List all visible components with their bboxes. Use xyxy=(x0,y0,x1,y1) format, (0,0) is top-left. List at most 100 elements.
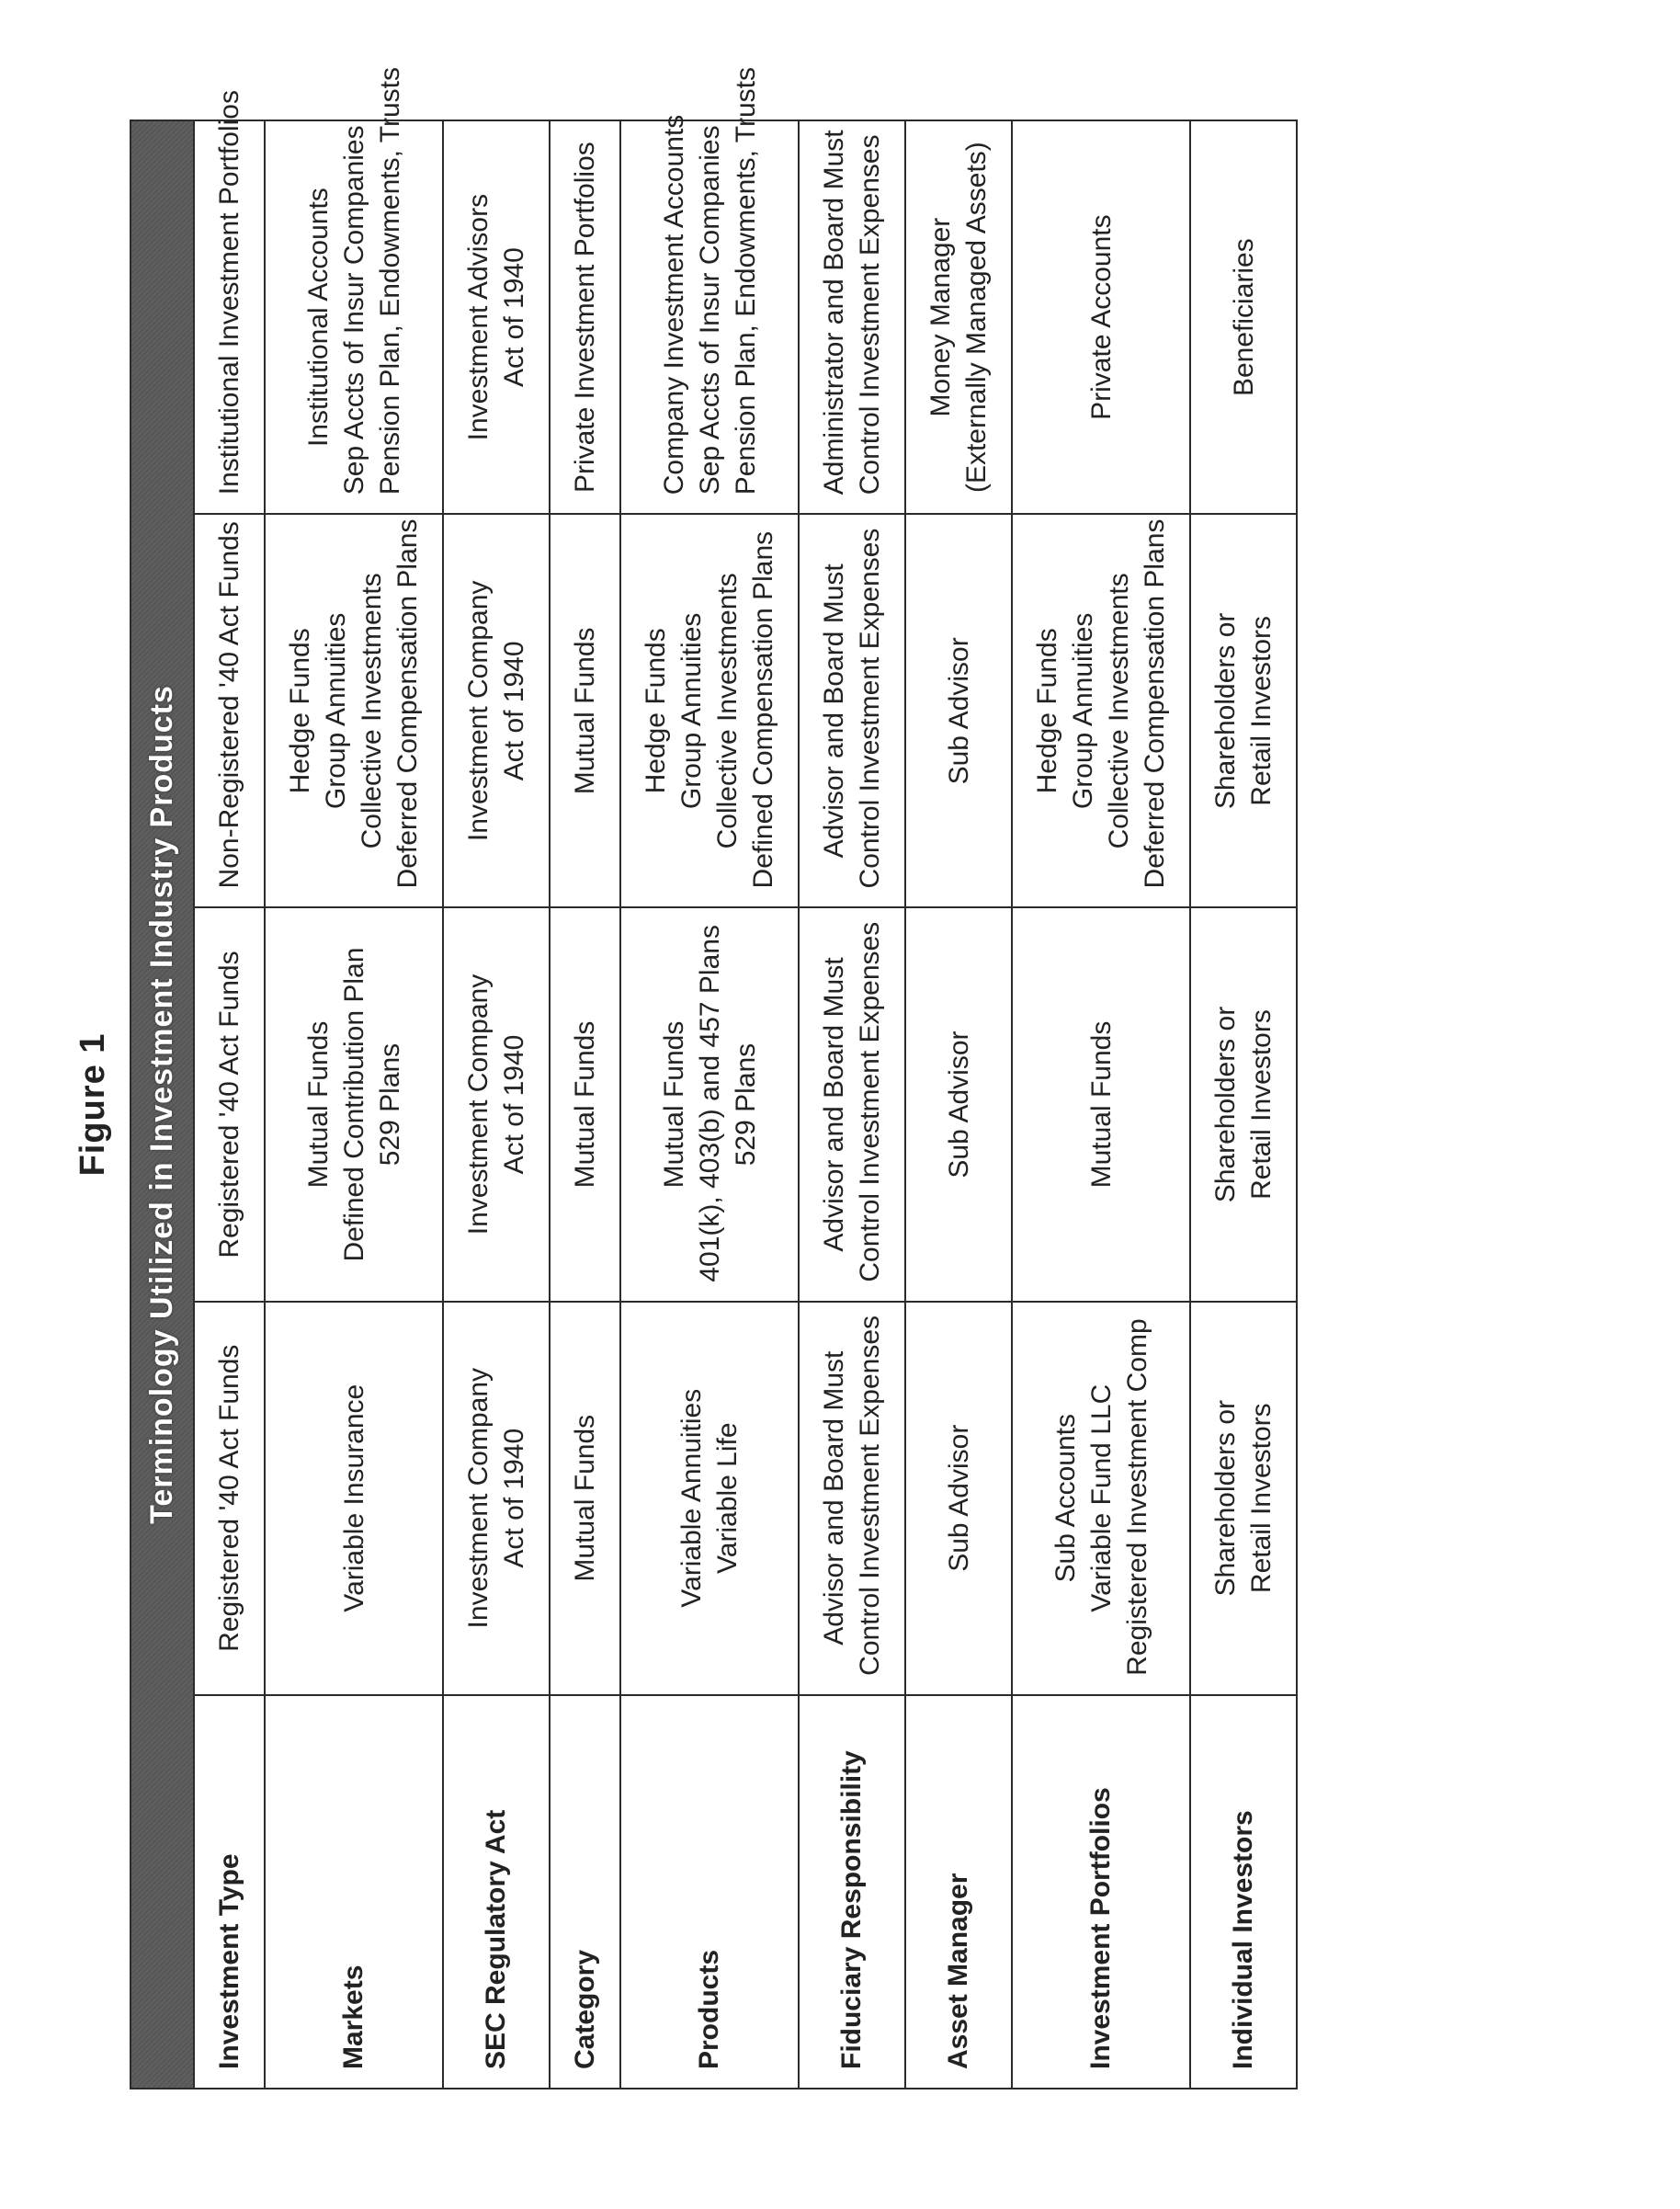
cell-line: Act of 1940 xyxy=(496,140,532,495)
cell-line: Act of 1940 xyxy=(496,533,532,888)
cell-line: Non-Registered '40 Act Funds xyxy=(211,533,247,888)
cell-line: Shareholders or xyxy=(1208,533,1243,888)
cell-line: Retail Investors xyxy=(1243,533,1279,888)
cell-line: Mutual Funds xyxy=(567,533,603,888)
cell-line: Act of 1940 xyxy=(496,1321,532,1676)
cell-line: Registered Investment Comp xyxy=(1119,1321,1155,1676)
cell-line: Shareholders or xyxy=(1208,927,1243,1281)
cell-line: Group Annuities xyxy=(674,533,709,888)
cell-line: Control Investment Expenses xyxy=(852,140,888,495)
row-label: Markets xyxy=(265,1695,443,2089)
table-cell: Advisor and Board MustControl Investment… xyxy=(799,514,905,907)
table-row: Fiduciary ResponsibilityAdvisor and Boar… xyxy=(799,120,905,2089)
table-cell: Variable AnnuitiesVariable Life xyxy=(620,1302,799,1695)
cell-line: Variable Annuities xyxy=(674,1321,709,1676)
table-cell: Investment CompanyAct of 1940 xyxy=(443,907,550,1301)
cell-line: Private Investment Portfolios xyxy=(567,140,603,495)
cell-line: Variable Life xyxy=(709,1321,745,1676)
row-label: Category xyxy=(550,1695,620,2089)
row-label: Asset Manager xyxy=(905,1695,1012,2089)
cell-line: Control Investment Expenses xyxy=(852,927,888,1281)
row-label: Investment Portfolios xyxy=(1012,1695,1190,2089)
cell-line: Administrator and Board Must xyxy=(816,140,852,495)
cell-line: Deferred Compensation Plans xyxy=(390,533,426,888)
cell-line: Advisor and Board Must xyxy=(816,927,852,1281)
table-cell: Money Manager(Externally Managed Assets) xyxy=(905,120,1012,514)
table-cell: Investment CompanyAct of 1940 xyxy=(443,514,550,907)
cell-line: Mutual Funds xyxy=(567,1321,603,1676)
cell-line: Collective Investments xyxy=(1101,533,1137,888)
table-cell: Hedge FundsGroup AnnuitiesCollective Inv… xyxy=(1012,514,1190,907)
cell-line: Hedge Funds xyxy=(282,533,318,888)
table-cell: Administrator and Board MustControl Inve… xyxy=(799,120,905,514)
table-cell: Sub Advisor xyxy=(905,514,1012,907)
row-label: Products xyxy=(620,1695,799,2089)
table-banner: Terminology Utilized in Investment Indus… xyxy=(131,120,194,2089)
cell-line: Defined Compensation Plans xyxy=(745,533,781,888)
cell-line: Sub Advisor xyxy=(941,533,977,888)
cell-line: Investment Advisors xyxy=(460,140,496,495)
table-row: Investment Portfolios Sub AccountsVariabl… xyxy=(1012,120,1190,2089)
cell-line: Retail Investors xyxy=(1243,927,1279,1281)
table-row: Individual InvestorsShareholders orRetai… xyxy=(1190,120,1297,2089)
table-cell: Mutual Funds401(k), 403(b) and 457 Plans… xyxy=(620,907,799,1301)
cell-line: Shareholders or xyxy=(1208,1321,1243,1676)
cell-line: 529 Plans xyxy=(728,927,764,1281)
table-cell: Investment CompanyAct of 1940 xyxy=(443,1302,550,1695)
cell-line: Money Manager xyxy=(923,140,959,495)
table-cell: Registered '40 Act Funds xyxy=(194,907,265,1301)
table-cell: Hedge FundsGroup AnnuitiesCollective Inv… xyxy=(620,514,799,907)
cell-line: Institutional Accounts xyxy=(301,140,336,495)
cell-line: Private Accounts xyxy=(1084,140,1119,495)
cell-line: Act of 1940 xyxy=(496,927,532,1281)
cell-line: Collective Investments xyxy=(709,533,745,888)
table-row: Investment Type Registered '40 Act Funds R… xyxy=(194,120,265,2089)
table-cell: Company Investment AccountsSep Accts of … xyxy=(620,120,799,514)
cell-line: 529 Plans xyxy=(372,927,408,1281)
cell-line: Variable Insurance xyxy=(336,1321,372,1676)
cell-line: Hedge Funds xyxy=(638,533,674,888)
table-row: SEC Regulatory ActInvestment CompanyAct … xyxy=(443,120,550,2089)
cell-line: Mutual Funds xyxy=(1084,927,1119,1281)
cell-line: (Externally Managed Assets) xyxy=(959,140,994,495)
cell-line: Investment Company xyxy=(460,927,496,1281)
cell-line: Pension Plan, Endowments, Trusts xyxy=(728,140,764,495)
cell-line: Sep Accts of Insur Companies xyxy=(692,140,728,495)
table-cell: Mutual FundsDefined Contribution Plan529… xyxy=(265,907,443,1301)
cell-line: Investment Company xyxy=(460,533,496,888)
table-cell: Sub Advisor xyxy=(905,1302,1012,1695)
table-cell: Advisor and Board MustControl Investment… xyxy=(799,907,905,1301)
table-cell: Sub Advisor xyxy=(905,907,1012,1301)
cell-line: Institutional Investment Portfolios xyxy=(211,140,247,495)
table-cell: Non-Registered '40 Act Funds xyxy=(194,514,265,907)
row-label: Investment Type xyxy=(194,1695,265,2089)
cell-line: Mutual Funds xyxy=(301,927,336,1281)
cell-line: Collective Investments xyxy=(354,533,390,888)
table-body: Investment Type Registered '40 Act Funds R… xyxy=(194,120,1297,2089)
table-cell: Institutional Investment Portfolios xyxy=(194,120,265,514)
cell-line: Mutual Funds xyxy=(567,927,603,1281)
cell-line: Deferred Compensation Plans xyxy=(1137,533,1173,888)
cell-line: Sub Accounts xyxy=(1048,1321,1084,1676)
table-cell: Institutional AccountsSep Accts of Insur… xyxy=(265,120,443,514)
table-cell: Mutual Funds xyxy=(550,1302,620,1695)
figure-title: Figure 1 xyxy=(74,120,113,2089)
cell-line: Group Annuities xyxy=(318,533,354,888)
cell-line: Registered '40 Act Funds xyxy=(211,1321,247,1676)
table-row: MarketsVariable InsuranceMutual FundsDef… xyxy=(265,120,443,2089)
table-row: ProductsVariable AnnuitiesVariable LifeM… xyxy=(620,120,799,2089)
cell-line: Registered '40 Act Funds xyxy=(211,927,247,1281)
row-label: Individual Investors xyxy=(1190,1695,1297,2089)
terminology-table: Terminology Utilized in Investment Indus… xyxy=(130,120,1298,2089)
table-cell: Mutual Funds xyxy=(550,907,620,1301)
table-cell: Shareholders orRetail Investors xyxy=(1190,907,1297,1301)
cell-line: Sub Advisor xyxy=(941,927,977,1281)
cell-line: Defined Contribution Plan xyxy=(336,927,372,1281)
table-cell: Investment AdvisorsAct of 1940 xyxy=(443,120,550,514)
table-row: Category Mutual Funds Mutual Funds Mutual F… xyxy=(550,120,620,2089)
table-cell: Mutual Funds xyxy=(550,514,620,907)
table-row: Asset ManagerSub AdvisorSub AdvisorSub A… xyxy=(905,120,1012,2089)
cell-line: Variable Fund LLC xyxy=(1084,1321,1119,1676)
row-label: SEC Regulatory Act xyxy=(443,1695,550,2089)
cell-line: Sep Accts of Insur Companies xyxy=(336,140,372,495)
